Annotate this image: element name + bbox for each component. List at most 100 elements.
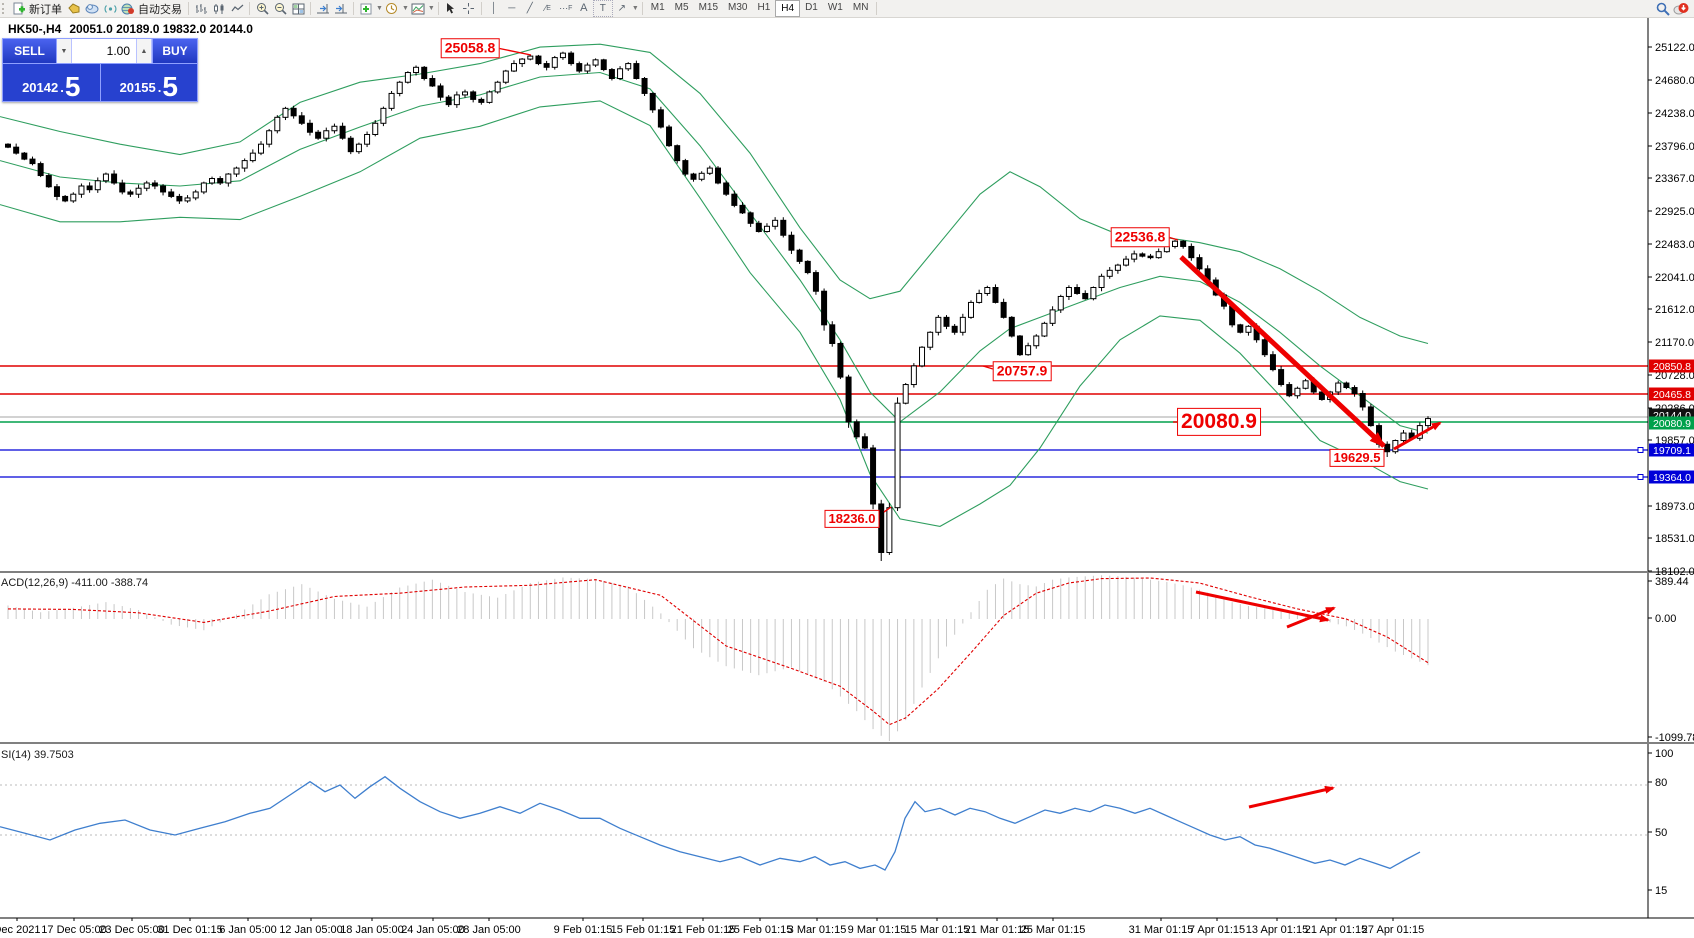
periods-dropdown-icon[interactable]: ▼ (401, 5, 409, 12)
buy-button[interactable]: BUY (152, 39, 197, 63)
svg-text:Dec 2021: Dec 2021 (0, 924, 41, 936)
separator (480, 2, 482, 15)
svg-text:31 Dec 01:15: 31 Dec 01:15 (157, 924, 222, 936)
svg-text:24680.0: 24680.0 (1655, 75, 1694, 87)
templates-icon[interactable] (409, 1, 427, 16)
shapes-dropdown-icon[interactable]: ▼ (631, 5, 639, 12)
svg-text:17 Dec 05:00: 17 Dec 05:00 (41, 924, 106, 936)
svg-text:25 Mar 01:15: 25 Mar 01:15 (1021, 924, 1086, 936)
svg-text:23796.0: 23796.0 (1655, 141, 1694, 153)
auto-scroll-icon[interactable] (314, 1, 332, 16)
svg-text:24238.0: 24238.0 (1655, 108, 1694, 120)
red-arrow-annotation (1248, 785, 1335, 809)
macd-indicator-label: ACD(12,26,9) -411.00 -388.74 (1, 577, 149, 589)
sell-price[interactable]: 20142. 5 (3, 64, 101, 101)
shapes-icon[interactable]: ↗ (617, 2, 626, 14)
new-order-button[interactable]: 新订单 (29, 3, 62, 16)
timeframe-M1[interactable]: M1 (650, 2, 665, 13)
svg-text:9 Feb 01:15: 9 Feb 01:15 (554, 924, 613, 936)
new-order-icon[interactable] (10, 1, 28, 16)
periods-icon[interactable] (383, 1, 401, 16)
crosshair-icon[interactable] (460, 1, 478, 16)
separator (641, 2, 643, 15)
line-chart-icon[interactable] (228, 1, 246, 16)
timeframe-W1[interactable]: W1 (827, 2, 843, 13)
svg-text:23367.0: 23367.0 (1655, 173, 1694, 185)
svg-text:18 Jan 05:00: 18 Jan 05:00 (340, 924, 404, 936)
timeframe-MN[interactable]: MN (852, 2, 869, 13)
svg-text:13 Apr 01:15: 13 Apr 01:15 (1246, 924, 1308, 936)
text-icon[interactable]: A (580, 2, 588, 14)
buy-price-frac: 5 (162, 70, 178, 102)
indicators-icon[interactable] (357, 1, 375, 16)
svg-text:21612.0: 21612.0 (1655, 304, 1694, 316)
svg-text:6 Jan 05:00: 6 Jan 05:00 (219, 924, 277, 936)
candles (5, 51, 1431, 561)
separator (876, 2, 878, 15)
search-icon[interactable] (1654, 1, 1672, 16)
trendline-icon[interactable]: ╱ (526, 2, 533, 14)
buy-price[interactable]: 20155. 5 (101, 64, 198, 101)
sell-button[interactable]: SELL (3, 39, 57, 63)
macd-pane (7, 575, 1429, 741)
cursor-icon[interactable] (442, 1, 460, 16)
axes-frame (0, 17, 1694, 919)
templates-dropdown-icon[interactable]: ▼ (427, 5, 435, 12)
indicators-dropdown-icon[interactable]: ▼ (376, 5, 383, 12)
svg-text:80: 80 (1655, 777, 1667, 789)
price-callout: 19629.5 (1329, 448, 1385, 468)
one-click-trading-panel: SELL ▼ 1.00 ▲ BUY 20142. 5 20155. 5 (2, 38, 198, 102)
rsi-indicator-label: SI(14) 39.7503 (1, 749, 74, 761)
svg-text:31 Mar 01:15: 31 Mar 01:15 (1129, 924, 1194, 936)
data-window-icon[interactable] (83, 1, 101, 16)
separator (249, 2, 250, 15)
svg-text:21 Apr 01:15: 21 Apr 01:15 (1305, 924, 1367, 936)
auto-trading-button[interactable]: 自动交易 (138, 3, 182, 16)
svg-text:20728.0: 20728.0 (1655, 370, 1694, 382)
svg-text:21170.0: 21170.0 (1655, 337, 1694, 349)
svg-text:20850.8: 20850.8 (1653, 361, 1691, 373)
fibonacci-icon[interactable]: ⋯ F (559, 3, 573, 13)
timeframe-H1[interactable]: H1 (757, 2, 771, 13)
tile-windows-icon[interactable] (289, 1, 307, 16)
red-arrow-annotation (1286, 606, 1336, 629)
volume-up-spinner[interactable]: ▲ (137, 39, 152, 63)
volume-input[interactable]: 1.00 (72, 39, 137, 63)
bar-chart-icon[interactable] (192, 1, 210, 16)
sell-price-main: 20142 (22, 80, 59, 95)
red-arrow-annotation (1393, 421, 1442, 451)
horizontal-line-icon[interactable]: ─ (508, 2, 516, 14)
price-callout: 22536.8 (1110, 227, 1170, 247)
text-label-icon[interactable]: T (592, 0, 613, 17)
candlestick-chart-icon[interactable] (210, 1, 228, 16)
zoom-in-icon[interactable] (253, 1, 271, 16)
market-watch-icon[interactable] (65, 1, 83, 16)
timeframe-H4[interactable]: H4 (775, 0, 801, 17)
svg-text:-1099.78: -1099.78 (1655, 732, 1694, 744)
price-callout: 20080.9 (1177, 407, 1261, 437)
chart-shift-icon[interactable] (332, 1, 350, 16)
svg-text:15: 15 (1655, 885, 1667, 897)
svg-text:22483.0: 22483.0 (1655, 239, 1694, 251)
timeframe-M15[interactable]: M15 (698, 2, 719, 13)
red-annotations (496, 47, 1442, 809)
volume-down-spinner[interactable]: ▼ (57, 39, 72, 63)
timeframe-M5[interactable]: M5 (674, 2, 689, 13)
zoom-out-icon[interactable] (271, 1, 289, 16)
svg-text:19709.1: 19709.1 (1653, 445, 1691, 457)
svg-text:20465.8: 20465.8 (1653, 389, 1691, 401)
timeframe-M30[interactable]: M30 (728, 2, 748, 13)
vertical-line-icon[interactable]: │ (490, 2, 497, 14)
ohlc-values: 20051.0 20189.0 19832.0 20144.0 (69, 22, 253, 36)
timeframe-D1[interactable]: D1 (805, 2, 818, 13)
signal-icon[interactable] (101, 1, 119, 16)
auto-trading-icon[interactable] (119, 1, 137, 16)
channel-icon[interactable]: ∕ E (544, 3, 551, 13)
toolbar-grip[interactable] (2, 3, 7, 14)
price-axis: 25122.0 24680.0 24238.0 23796.0 23367.0 22925… (1648, 42, 1694, 897)
notification-icon[interactable] (1672, 1, 1690, 16)
svg-text:19364.0: 19364.0 (1653, 472, 1691, 484)
svg-text:24 Jan 05:00: 24 Jan 05:00 (401, 924, 465, 936)
